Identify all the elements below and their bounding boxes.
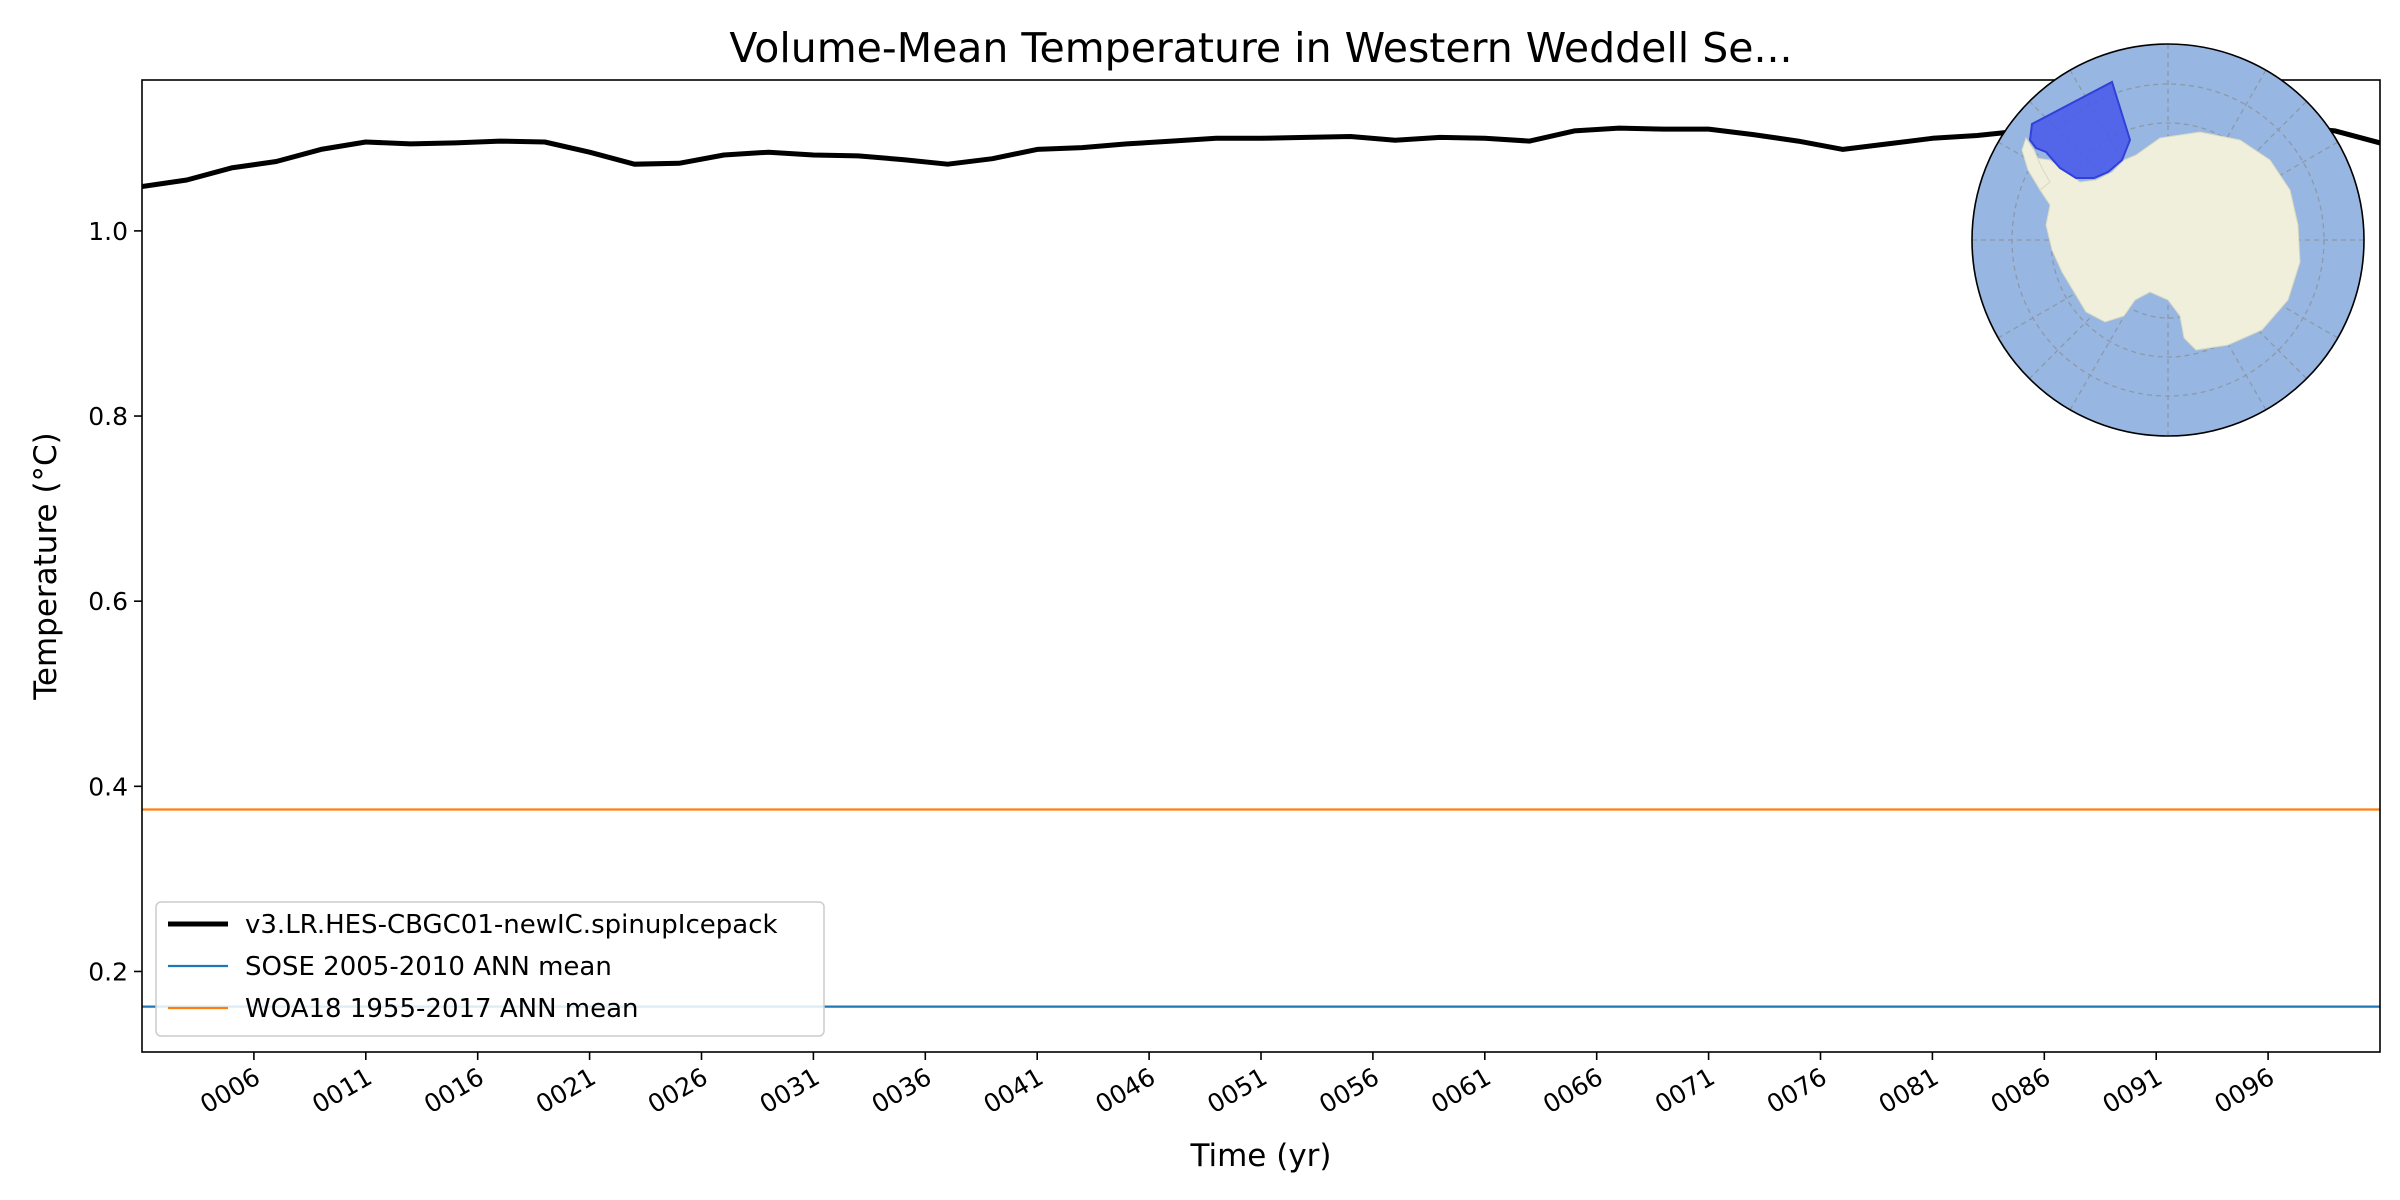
legend-box [155, 901, 825, 1037]
x-axis: 0006 0011 0016 0021 0026 0031 0036 0041 0046 0051… [195, 1052, 2279, 1119]
x-tick-label: 0006 [195, 1062, 265, 1119]
y-tick-label: 0.4 [88, 772, 128, 801]
x-tick-label: 0061 [1426, 1062, 1496, 1119]
x-tick-label: 0091 [2098, 1062, 2168, 1119]
x-tick-label: 0021 [531, 1062, 601, 1119]
x-tick-label: 0081 [1874, 1062, 1944, 1119]
y-tick-label: 1.0 [88, 217, 128, 246]
x-tick-label: 0076 [1762, 1062, 1832, 1119]
x-tick-label: 0086 [1986, 1062, 2056, 1119]
y-axis-label: Temperature (°C) [28, 432, 64, 701]
x-tick-label: 0016 [419, 1062, 489, 1119]
x-tick-label: 0031 [755, 1062, 825, 1119]
x-tick-label: 0036 [867, 1062, 937, 1119]
legend-label-1: SOSE 2005-2010 ANN mean [245, 952, 612, 982]
x-tick-label: 0011 [307, 1062, 377, 1119]
y-tick-label: 0.6 [88, 587, 128, 616]
inset-map [1971, 43, 2365, 437]
y-tick-label: 0.8 [88, 402, 128, 431]
legend-label-2: WOA18 1955-2017 ANN mean [245, 994, 639, 1024]
x-tick-label: 0066 [1538, 1062, 1608, 1119]
x-tick-label: 0041 [979, 1062, 1049, 1119]
x-tick-label: 0026 [643, 1062, 713, 1119]
x-tick-label: 0046 [1090, 1062, 1160, 1119]
x-tick-label: 0096 [2209, 1062, 2279, 1119]
x-tick-label: 0051 [1202, 1062, 1272, 1119]
chart-title: Volume-Mean Temperature in Western Wedde… [729, 24, 1792, 72]
legend: v3.LR.HES-CBGC01-newIC.spinupIcepack SOS… [155, 901, 825, 1037]
weddell-region [2028, 80, 2132, 179]
x-tick-label: 0071 [1650, 1062, 1720, 1119]
y-axis: 0.2 0.4 0.6 0.8 1.0 [88, 217, 142, 986]
x-axis-label: Time (yr) [1190, 1138, 1332, 1174]
x-tick-label: 0056 [1314, 1062, 1384, 1119]
antarctic-peninsula [2021, 136, 2051, 191]
y-tick-label: 0.2 [88, 957, 128, 986]
legend-label-0: v3.LR.HES-CBGC01-newIC.spinupIcepack [245, 910, 778, 940]
map-outline [1971, 43, 2365, 437]
